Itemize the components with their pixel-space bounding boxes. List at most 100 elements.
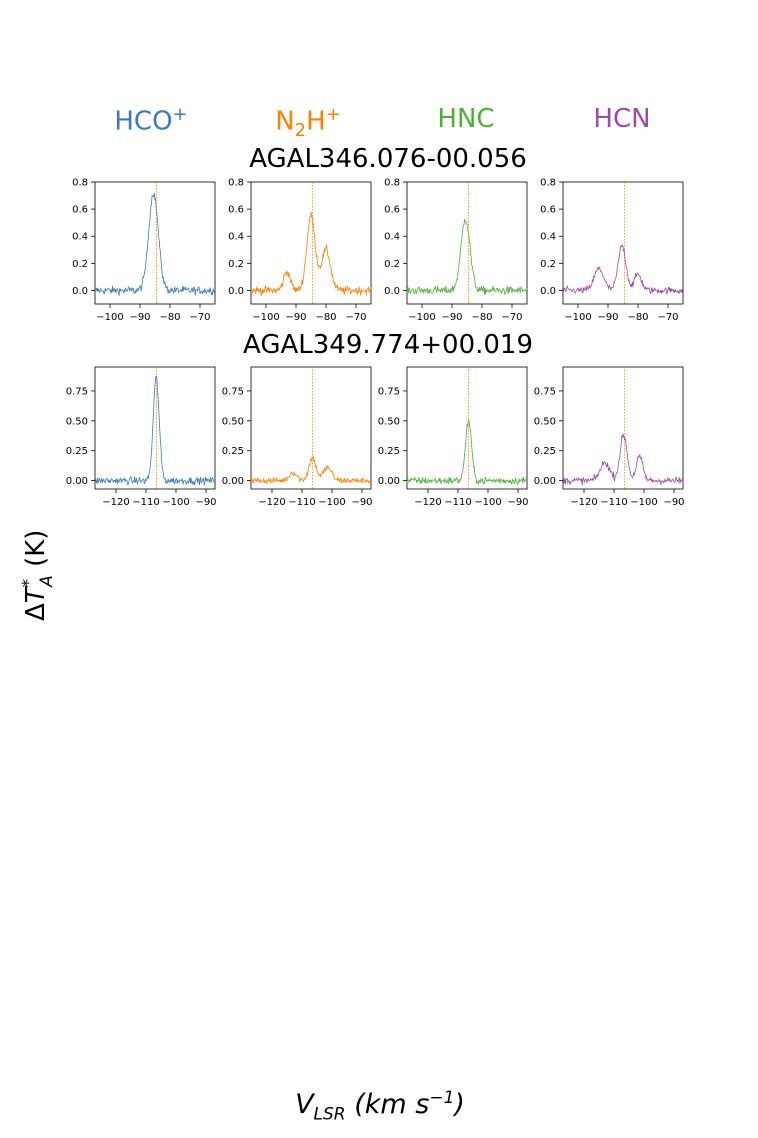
y-tick-label: 0.50 bbox=[66, 416, 88, 427]
x-tick-label: −100 bbox=[408, 312, 435, 323]
spectrum-line bbox=[250, 211, 372, 296]
panel-frame bbox=[94, 366, 216, 490]
x-tick-label: −110 bbox=[132, 497, 159, 508]
y-tick-label: 0.4 bbox=[228, 232, 244, 243]
x-tick-label: −70 bbox=[657, 312, 678, 323]
y-tick-label: 0.25 bbox=[534, 446, 556, 457]
x-tick-label: −90 bbox=[285, 312, 306, 323]
y-tick-label: 0.00 bbox=[66, 476, 88, 487]
x-tick-label: −120 bbox=[570, 497, 597, 508]
y-tick-label: 0.50 bbox=[378, 416, 400, 427]
molecule-tail: H bbox=[306, 106, 326, 137]
molecule-subscript: 2 bbox=[294, 119, 307, 141]
y-axis-label: ΔT*A (K) ΔT*A (K) bbox=[14, 525, 57, 625]
y-tick-label: 0.6 bbox=[540, 205, 556, 216]
x-tick-label: −80 bbox=[471, 312, 492, 323]
x-tick-label: −90 bbox=[663, 497, 684, 508]
molecule-name: HNC bbox=[437, 104, 495, 134]
x-tick-label: −70 bbox=[345, 312, 366, 323]
x-tick-label: −70 bbox=[189, 312, 210, 323]
spectrum-line bbox=[562, 244, 684, 295]
panel-frame bbox=[406, 366, 528, 490]
y-tick-label: 0.0 bbox=[72, 286, 88, 297]
svg-text:ΔT*A (K): ΔT*A (K) bbox=[19, 530, 54, 621]
x-tick-label: −100 bbox=[162, 497, 189, 508]
y-tick-label: 0.8 bbox=[384, 178, 400, 189]
x-tick-label: −90 bbox=[351, 497, 372, 508]
panel-frame bbox=[406, 181, 528, 305]
y-tick-label: 0.8 bbox=[72, 178, 88, 189]
x-tick-label: −90 bbox=[195, 497, 216, 508]
y-tick-label: 0.50 bbox=[534, 416, 556, 427]
y-tick-label: 0.25 bbox=[66, 446, 88, 457]
molecule-name: N bbox=[275, 106, 295, 137]
y-tick-label: 0.00 bbox=[222, 476, 244, 487]
y-tick-label: 0.8 bbox=[540, 178, 556, 189]
y-tick-label: 0.4 bbox=[72, 232, 88, 243]
molecule-header-hcn: HCN bbox=[547, 104, 697, 134]
y-tick-label: 0.0 bbox=[384, 286, 400, 297]
x-tick-label: −120 bbox=[414, 497, 441, 508]
y-tick-label: 0.00 bbox=[378, 476, 400, 487]
molecule-header-hco: HCO+ bbox=[76, 104, 226, 137]
y-tick-label: 0.6 bbox=[228, 205, 244, 216]
panel-frame bbox=[562, 181, 684, 305]
x-tick-label: −100 bbox=[252, 312, 279, 323]
x-tick-label: −100 bbox=[474, 497, 501, 508]
panel-frame bbox=[562, 366, 684, 490]
x-tick-label: −100 bbox=[630, 497, 657, 508]
x-tick-label: −100 bbox=[564, 312, 591, 323]
y-tick-label: 0.2 bbox=[540, 259, 556, 270]
molecule-name: HCO bbox=[114, 106, 173, 137]
y-tick-label: 0.75 bbox=[534, 386, 556, 397]
x-tick-label: −90 bbox=[129, 312, 150, 323]
y-tick-label: 0.6 bbox=[72, 205, 88, 216]
y-tick-label: 0.4 bbox=[540, 232, 556, 243]
source-title-2: AGAL349.774+00.019 bbox=[242, 330, 534, 360]
y-tick-label: 0.75 bbox=[378, 386, 400, 397]
spectrum-line bbox=[406, 219, 528, 296]
y-tick-label: 0.0 bbox=[540, 286, 556, 297]
x-tick-label: −70 bbox=[501, 312, 522, 323]
y-tick-label: 0.6 bbox=[384, 205, 400, 216]
x-axis-label-text: VLSR (km s−1) bbox=[465, 1088, 466, 1089]
molecule-charge: + bbox=[325, 104, 341, 125]
molecule-name: HCN bbox=[593, 104, 651, 134]
molecule-charge: + bbox=[172, 104, 188, 125]
source-title-1: AGAL346.076-00.056 bbox=[249, 144, 527, 174]
panel-frame bbox=[250, 181, 372, 305]
spectrum-line bbox=[94, 192, 216, 296]
x-tick-label: −90 bbox=[441, 312, 462, 323]
panel-frame bbox=[94, 181, 216, 305]
x-tick-label: −100 bbox=[318, 497, 345, 508]
x-tick-label: −120 bbox=[102, 497, 129, 508]
y-tick-label: 0.75 bbox=[222, 386, 244, 397]
molecule-header-hnc: HNC bbox=[391, 104, 541, 134]
x-tick-label: −80 bbox=[627, 312, 648, 323]
x-tick-label: −80 bbox=[315, 312, 336, 323]
y-tick-label: 0.25 bbox=[222, 446, 244, 457]
x-axis-label: VLSR (km s−1) VLSR (km s−1) bbox=[295, 1088, 466, 1125]
y-axis-label-graphic: ΔT*A (K) bbox=[19, 530, 57, 621]
y-tick-label: 0.0 bbox=[228, 286, 244, 297]
y-tick-label: 0.2 bbox=[228, 259, 244, 270]
y-tick-label: 0.25 bbox=[378, 446, 400, 457]
spectrum-line bbox=[94, 374, 216, 487]
x-tick-label: −100 bbox=[96, 312, 123, 323]
spectrum-line bbox=[250, 455, 372, 485]
spectrum-line bbox=[406, 419, 528, 486]
x-tick-label: −90 bbox=[597, 312, 618, 323]
y-tick-label: 0.2 bbox=[72, 259, 88, 270]
x-tick-label: −90 bbox=[507, 497, 528, 508]
y-tick-label: 0.2 bbox=[384, 259, 400, 270]
y-tick-label: 0.00 bbox=[534, 476, 556, 487]
y-tick-label: 0.50 bbox=[222, 416, 244, 427]
x-tick-label: −110 bbox=[600, 497, 627, 508]
x-tick-label: −120 bbox=[258, 497, 285, 508]
panel-frame bbox=[250, 366, 372, 490]
spectrum-line bbox=[562, 433, 684, 486]
y-tick-label: 0.75 bbox=[66, 386, 88, 397]
molecule-header-n2h: N2H+ bbox=[233, 104, 383, 141]
x-tick-label: −110 bbox=[288, 497, 315, 508]
